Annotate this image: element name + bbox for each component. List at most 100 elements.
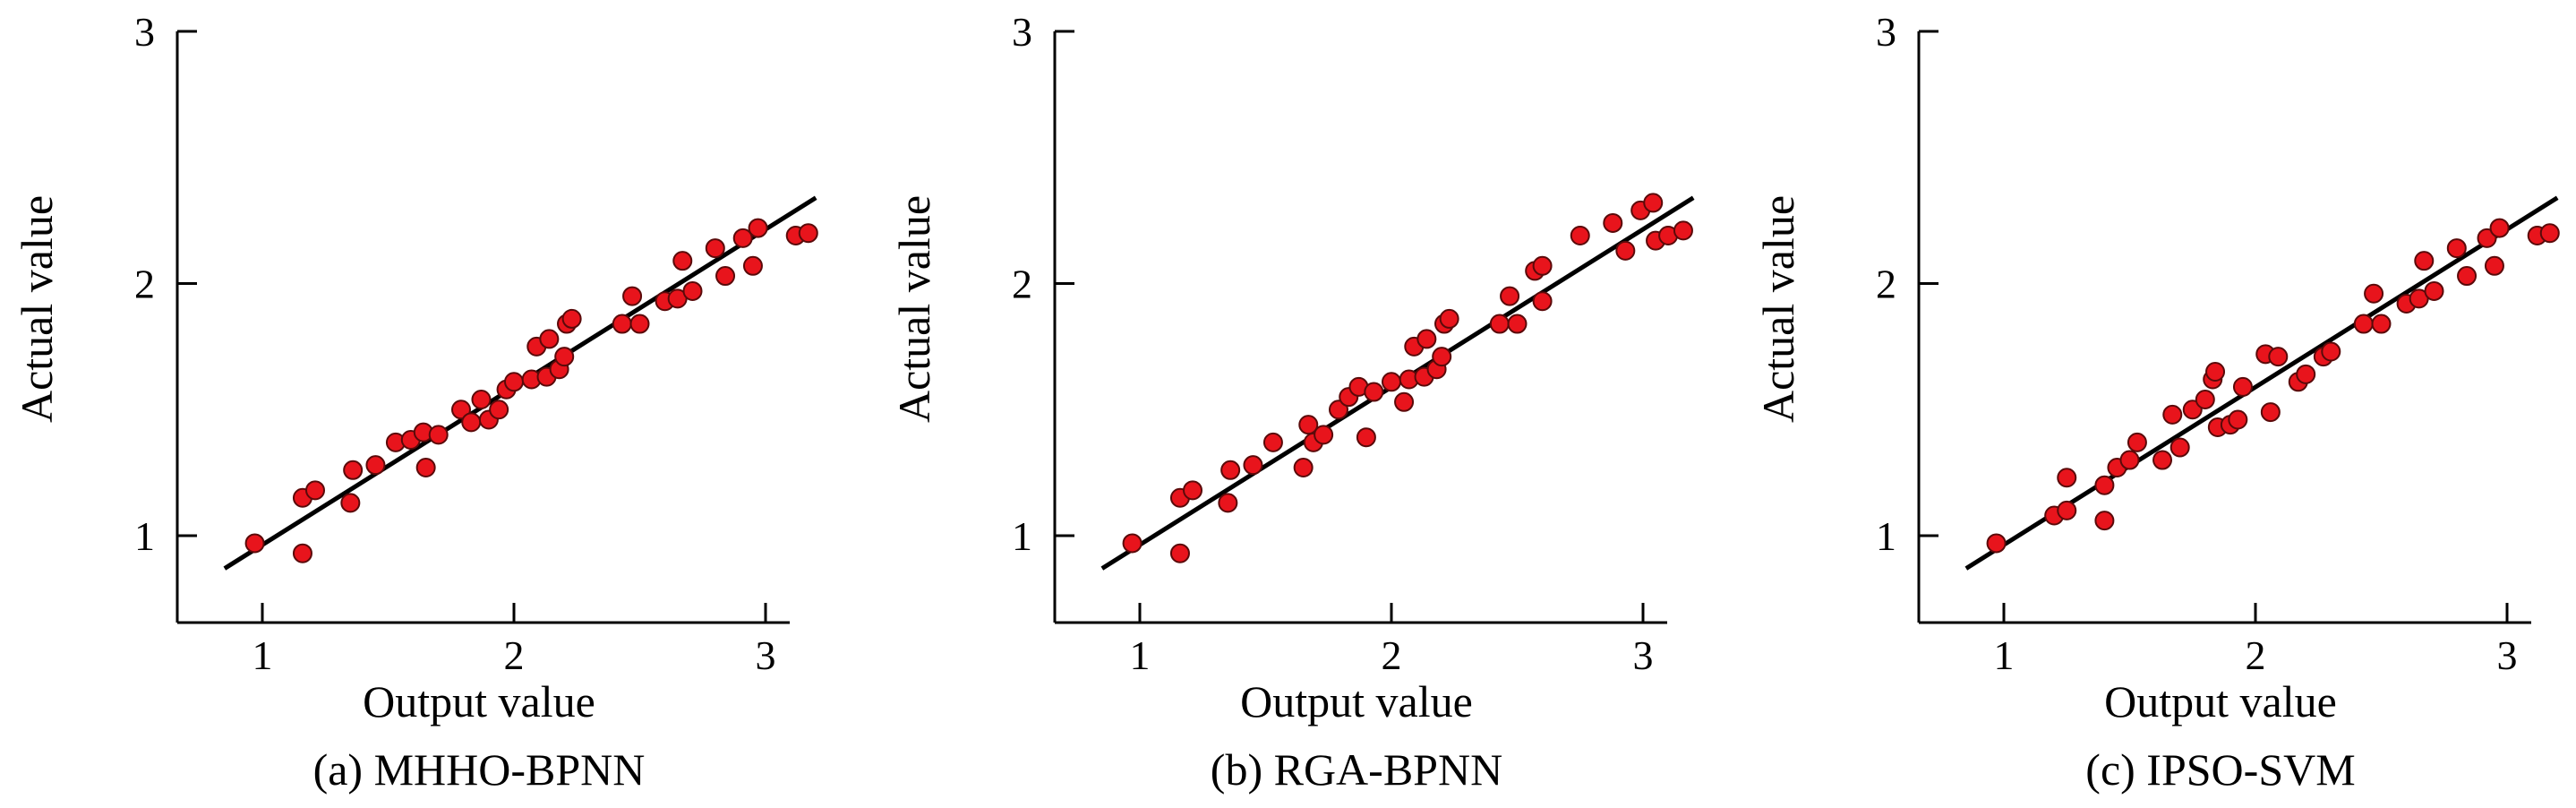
data-point	[415, 457, 436, 477]
panel-caption: (c) IPSO-SVM	[2085, 744, 2355, 795]
y-tick-label: 1	[134, 513, 155, 559]
y-tick-label: 2	[134, 262, 155, 307]
data-point	[1570, 226, 1590, 246]
data-point	[742, 255, 763, 276]
data-point	[2489, 218, 2510, 238]
data-point	[1382, 372, 1401, 392]
x-tick-label: 2	[2246, 632, 2266, 678]
data-point	[2205, 362, 2226, 383]
y-tick-label: 3	[1876, 9, 1896, 55]
data-point	[305, 480, 326, 501]
data-point	[450, 400, 471, 420]
data-point	[2260, 402, 2281, 423]
data-point	[2353, 314, 2374, 334]
y-axis-title: Actual value	[1753, 195, 1803, 423]
data-point	[1416, 329, 1437, 349]
data-point	[798, 223, 818, 244]
y-axis-title: Actual value	[889, 195, 939, 423]
data-point	[1169, 543, 1190, 563]
chart-panel-1: 1 2 3 1 2 3 Output value Actual value (a) MHHO-B…	[12, 9, 818, 795]
data-point	[1643, 193, 1664, 213]
data-point	[2539, 223, 2560, 244]
data-point	[2094, 511, 2115, 531]
data-point	[1532, 291, 1553, 312]
data-point	[1432, 347, 1452, 367]
data-point	[2371, 314, 2392, 334]
x-tick-label: 2	[504, 632, 525, 678]
data-point	[1356, 427, 1376, 448]
data-point	[1220, 460, 1241, 480]
x-tick-label: 3	[1633, 632, 1654, 678]
data-point	[244, 533, 265, 554]
data-point	[428, 425, 449, 445]
data-point	[2232, 376, 2253, 397]
data-point	[1243, 455, 1263, 476]
data-point	[2182, 400, 2203, 420]
y-tick-label: 2	[1876, 262, 1896, 307]
data-point	[292, 543, 312, 563]
data-point	[629, 314, 650, 334]
data-point	[1603, 212, 1623, 233]
data-point	[612, 314, 632, 334]
panel-caption: (a) MHHO-BPNN	[313, 744, 646, 795]
x-tick-label: 1	[1994, 632, 2015, 678]
data-point	[1532, 255, 1553, 276]
data-point	[622, 286, 643, 306]
data-point	[489, 400, 509, 420]
y-tick-label: 3	[134, 9, 155, 55]
data-point	[343, 460, 364, 480]
data-point	[1314, 425, 1334, 445]
data-point	[1615, 240, 1636, 261]
data-point	[561, 308, 582, 329]
data-point	[1986, 533, 2007, 554]
data-point	[2268, 347, 2289, 367]
data-point	[1122, 533, 1143, 554]
data-point	[1394, 391, 1415, 412]
x-tick-label: 2	[1382, 632, 1402, 678]
data-point	[672, 251, 693, 271]
data-point	[504, 372, 524, 392]
chart-panel-2: 1 2 3 1 2 3 Output value Actual value (b) RGA-BP…	[889, 9, 1695, 795]
y-tick-label: 2	[1012, 262, 1032, 307]
data-point	[2414, 251, 2435, 271]
data-point	[2195, 389, 2215, 409]
data-point	[2477, 228, 2497, 248]
chart-panel-3: 1 2 3 1 2 3 Output value Actual value (c) IPSO-S…	[1753, 9, 2560, 795]
data-point	[2119, 450, 2140, 470]
data-point	[1500, 286, 1520, 306]
data-point	[2169, 437, 2190, 458]
x-axis-title: Output value	[2104, 676, 2337, 726]
data-point	[705, 238, 725, 259]
x-axis-title: Output value	[1240, 676, 1473, 726]
data-point	[1218, 493, 1238, 513]
data-point	[732, 228, 753, 248]
data-point	[2162, 404, 2183, 425]
data-point	[340, 493, 361, 513]
data-point	[2457, 266, 2478, 287]
data-point	[2057, 500, 2077, 520]
x-tick-label: 3	[756, 632, 776, 678]
data-point	[1328, 400, 1348, 420]
data-point	[2424, 280, 2444, 301]
panel-caption: (b) RGA-BPNN	[1211, 744, 1502, 795]
data-point	[1673, 220, 1693, 241]
data-point	[539, 329, 560, 349]
y-tick-label: 1	[1876, 513, 1896, 559]
y-axis-title: Actual value	[12, 195, 62, 423]
data-point	[2484, 255, 2504, 276]
data-point	[1262, 432, 1283, 452]
data-point	[2296, 364, 2316, 384]
x-tick-label: 1	[252, 632, 273, 678]
data-point	[1293, 457, 1314, 477]
data-point	[748, 218, 768, 238]
data-point	[2094, 475, 2115, 495]
data-point	[682, 280, 703, 301]
data-point	[2228, 409, 2248, 430]
x-tick-label: 3	[2497, 632, 2518, 678]
y-tick-label: 1	[1012, 513, 1032, 559]
x-tick-label: 1	[1130, 632, 1151, 678]
data-point	[471, 389, 492, 409]
data-point	[2321, 341, 2341, 362]
data-point	[2364, 283, 2384, 304]
